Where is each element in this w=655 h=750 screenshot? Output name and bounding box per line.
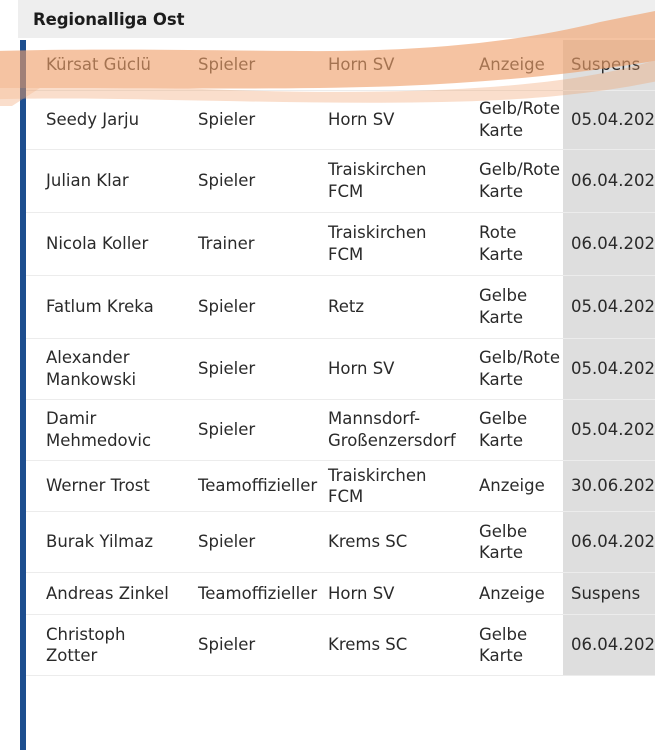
cell-name: Christoph Zotter bbox=[26, 614, 182, 676]
cell-name: Nicola Koller bbox=[26, 212, 182, 276]
cell-until: 06.04.2026 bbox=[563, 212, 655, 276]
table-row[interactable]: Burak Yilmaz Spieler Krems SC Gelbe Kart… bbox=[26, 511, 655, 573]
cell-until: 06.04.2026 bbox=[563, 614, 655, 676]
cell-role: Spieler bbox=[182, 90, 310, 150]
cell-club: Krems SC bbox=[310, 511, 465, 573]
cell-club: Horn SV bbox=[310, 90, 465, 150]
cell-role: Teamoffizieller bbox=[182, 460, 317, 512]
table-row[interactable]: Werner Trost Teamoffizieller Traiskirche… bbox=[26, 460, 655, 512]
cell-type: Gelb/Rote Karte bbox=[465, 90, 563, 150]
cell-club: Krems SC bbox=[310, 614, 465, 676]
cell-type: Gelb/Rote Karte bbox=[465, 149, 563, 213]
cell-until: 06.04.2026 bbox=[563, 511, 655, 573]
cell-type: Gelbe Karte bbox=[465, 614, 563, 676]
page-title: Regionalliga Ost bbox=[33, 9, 185, 29]
cell-until: 05.04.2026 bbox=[563, 275, 655, 339]
cell-club: Horn SV bbox=[310, 572, 465, 615]
cell-type: Anzeige bbox=[465, 572, 563, 615]
section-header: Regionalliga Ost bbox=[18, 0, 655, 38]
cell-name: Alexander Mankowski bbox=[26, 338, 182, 400]
cell-role: Teamoffizieller bbox=[182, 572, 317, 615]
cell-until: 05.04.2026 bbox=[563, 338, 655, 400]
cell-type: Rote Karte bbox=[465, 212, 563, 276]
table-row[interactable]: Alexander Mankowski Spieler Horn SV Gelb… bbox=[26, 338, 655, 400]
cell-role: Spieler bbox=[182, 149, 310, 213]
cell-type: Gelbe Karte bbox=[465, 275, 563, 339]
cell-name: Fatlum Kreka bbox=[26, 275, 182, 339]
cell-name: Werner Trost bbox=[26, 460, 182, 512]
table-row[interactable]: Damir Mehmedovic Spieler Mannsdorf-Große… bbox=[26, 399, 655, 461]
cell-club: Traiskirchen FCM bbox=[310, 149, 465, 213]
column-header-club[interactable]: Horn SV bbox=[310, 40, 465, 91]
cell-until: Suspens bbox=[563, 572, 655, 615]
cell-type: Gelb/Rote Karte bbox=[465, 338, 563, 400]
cell-type: Anzeige bbox=[465, 460, 563, 512]
cell-role: Spieler bbox=[182, 338, 310, 400]
table-row[interactable]: Nicola Koller Trainer Traiskirchen FCM R… bbox=[26, 212, 655, 276]
left-accent-rail bbox=[20, 40, 26, 750]
cell-until: 06.04.2026 bbox=[563, 149, 655, 213]
cell-name: Andreas Zinkel bbox=[26, 572, 182, 615]
cell-club: Retz bbox=[310, 275, 465, 339]
table-row[interactable]: Seedy Jarju Spieler Horn SV Gelb/Rote Ka… bbox=[26, 90, 655, 150]
cell-role: Spieler bbox=[182, 275, 310, 339]
table-body: Seedy Jarju Spieler Horn SV Gelb/Rote Ka… bbox=[26, 90, 655, 676]
cell-role: Spieler bbox=[182, 399, 310, 461]
cell-name: Julian Klar bbox=[26, 149, 182, 213]
cell-until: 05.04.2026 bbox=[563, 399, 655, 461]
column-header-until[interactable]: Suspens bbox=[563, 40, 655, 91]
cell-until: 30.06.2026 bbox=[563, 460, 655, 512]
cell-club: Mannsdorf-Großenzersdorf bbox=[310, 399, 465, 461]
cell-name: Damir Mehmedovic bbox=[26, 399, 182, 461]
cell-name: Burak Yilmaz bbox=[26, 511, 182, 573]
cell-type: Gelbe Karte bbox=[465, 511, 563, 573]
table-head: Kürsat Güclü Spieler Horn SV Anzeige Sus… bbox=[26, 40, 655, 91]
cell-role: Spieler bbox=[182, 614, 310, 676]
column-header-type[interactable]: Anzeige bbox=[465, 40, 563, 91]
cell-type: Gelbe Karte bbox=[465, 399, 563, 461]
cell-club: Traiskirchen FCM bbox=[310, 460, 465, 512]
cell-until: 05.04.2026 bbox=[563, 90, 655, 150]
table-row[interactable]: Christoph Zotter Spieler Krems SC Gelbe … bbox=[26, 614, 655, 676]
column-header-role[interactable]: Spieler bbox=[182, 40, 310, 91]
suspension-table: Kürsat Güclü Spieler Horn SV Anzeige Sus… bbox=[26, 40, 655, 676]
table-row[interactable]: Andreas Zinkel Teamoffizieller Horn SV A… bbox=[26, 572, 655, 615]
column-header-name[interactable]: Kürsat Güclü bbox=[26, 40, 182, 91]
cell-club: Traiskirchen FCM bbox=[310, 212, 465, 276]
cell-role: Spieler bbox=[182, 511, 310, 573]
table-header-row: Kürsat Güclü Spieler Horn SV Anzeige Sus… bbox=[26, 40, 655, 91]
cell-role: Trainer bbox=[182, 212, 310, 276]
table-row[interactable]: Fatlum Kreka Spieler Retz Gelbe Karte 05… bbox=[26, 275, 655, 339]
cell-name: Seedy Jarju bbox=[26, 90, 182, 150]
suspension-table-wrapper: Kürsat Güclü Spieler Horn SV Anzeige Sus… bbox=[26, 40, 655, 750]
table-row[interactable]: Julian Klar Spieler Traiskirchen FCM Gel… bbox=[26, 149, 655, 213]
cell-club: Horn SV bbox=[310, 338, 465, 400]
